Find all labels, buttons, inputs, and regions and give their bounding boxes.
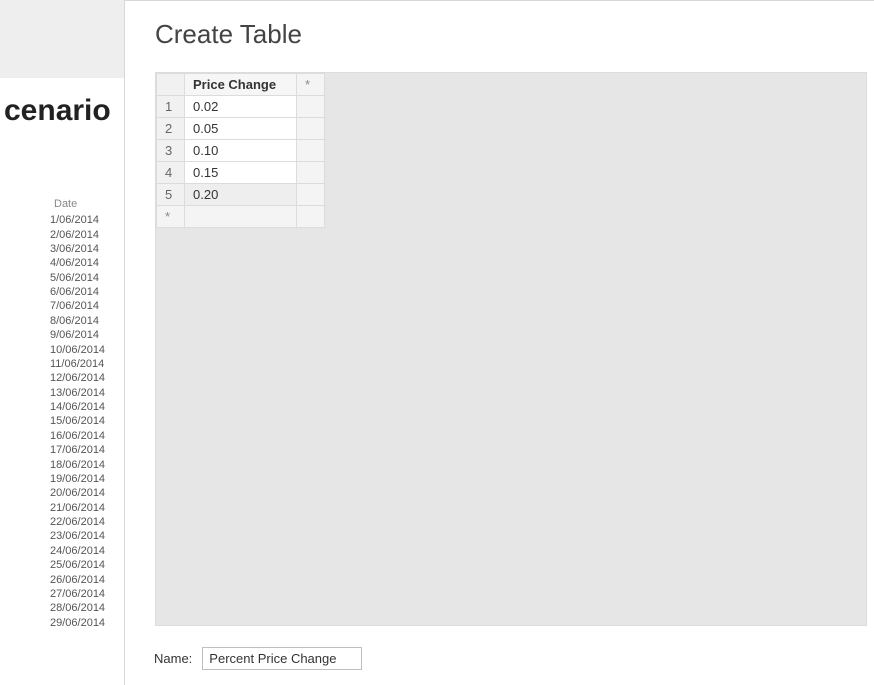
background-date-row: 27/06/2014 <box>32 587 130 601</box>
cell-blank[interactable] <box>297 184 325 206</box>
background-date-row: 15/06/2014 <box>32 414 130 428</box>
background-date-row: 22/06/2014 <box>32 515 130 529</box>
cell-blank[interactable] <box>297 96 325 118</box>
column-header-price-change[interactable]: Price Change <box>185 74 297 96</box>
cell-price-change[interactable]: 0.10 <box>185 140 297 162</box>
background-date-column: Date 1/06/20142/06/20143/06/20144/06/201… <box>0 198 130 630</box>
table-name-input[interactable] <box>202 647 362 670</box>
background-date-row: 19/06/2014 <box>32 472 130 486</box>
cell-price-change[interactable]: 0.20 <box>185 184 297 206</box>
name-label: Name: <box>154 651 192 666</box>
dialog-title: Create Table <box>125 1 874 58</box>
background-date-row: 11/06/2014 <box>32 357 130 371</box>
table-row[interactable]: 10.02 <box>157 96 325 118</box>
table-row[interactable]: 30.10 <box>157 140 325 162</box>
name-field-row: Name: <box>154 647 362 670</box>
row-number[interactable]: 3 <box>157 140 185 162</box>
table-new-row[interactable]: * <box>157 206 325 228</box>
background-date-row: 23/06/2014 <box>32 529 130 543</box>
background-date-row: 13/06/2014 <box>32 386 130 400</box>
row-number[interactable]: 5 <box>157 184 185 206</box>
row-number[interactable]: 4 <box>157 162 185 184</box>
background-date-row: 18/06/2014 <box>32 457 130 471</box>
background-date-row: 20/06/2014 <box>32 486 130 500</box>
column-header-new[interactable]: * <box>297 74 325 96</box>
background-date-row: 17/06/2014 <box>32 443 130 457</box>
background-date-row: 5/06/2014 <box>32 271 130 285</box>
background-date-row: 4/06/2014 <box>32 256 130 270</box>
background-app: cenario Date 1/06/20142/06/20143/06/2014… <box>0 0 130 685</box>
background-date-list: 1/06/20142/06/20143/06/20144/06/20145/06… <box>32 213 130 630</box>
background-date-row: 26/06/2014 <box>32 572 130 586</box>
background-date-row: 1/06/2014 <box>32 213 130 227</box>
background-date-row: 24/06/2014 <box>32 544 130 558</box>
background-date-row: 16/06/2014 <box>32 429 130 443</box>
create-table-grid[interactable]: Price Change * 10.0220.0530.1040.1550.20… <box>156 73 325 228</box>
background-date-row: 10/06/2014 <box>32 342 130 356</box>
background-heading: cenario <box>0 94 130 128</box>
background-date-header: Date <box>32 198 130 210</box>
background-date-row: 29/06/2014 <box>32 616 130 630</box>
background-date-row: 6/06/2014 <box>32 285 130 299</box>
background-date-row: 3/06/2014 <box>32 242 130 256</box>
cell-price-change[interactable]: 0.15 <box>185 162 297 184</box>
cell-blank[interactable] <box>297 140 325 162</box>
background-ribbon-area <box>0 0 130 78</box>
background-date-row: 2/06/2014 <box>32 227 130 241</box>
table-editor-region[interactable]: Price Change * 10.0220.0530.1040.1550.20… <box>155 72 867 626</box>
create-table-dialog: Create Table Price Change * 10.0220.0530… <box>124 0 874 685</box>
cell-new[interactable] <box>185 206 297 228</box>
background-main: cenario Date 1/06/20142/06/20143/06/2014… <box>0 78 130 630</box>
background-date-row: 9/06/2014 <box>32 328 130 342</box>
table-row[interactable]: 20.05 <box>157 118 325 140</box>
background-date-row: 8/06/2014 <box>32 314 130 328</box>
table-row[interactable]: 40.15 <box>157 162 325 184</box>
cell-price-change[interactable]: 0.05 <box>185 118 297 140</box>
row-header-blank <box>157 74 185 96</box>
new-row-marker[interactable]: * <box>157 206 185 228</box>
background-date-row: 25/06/2014 <box>32 558 130 572</box>
background-date-row: 14/06/2014 <box>32 400 130 414</box>
cell-blank[interactable] <box>297 206 325 228</box>
background-date-row: 28/06/2014 <box>32 601 130 615</box>
background-date-row: 12/06/2014 <box>32 371 130 385</box>
cell-blank[interactable] <box>297 118 325 140</box>
cell-blank[interactable] <box>297 162 325 184</box>
background-date-row: 7/06/2014 <box>32 299 130 313</box>
background-date-row: 21/06/2014 <box>32 501 130 515</box>
row-number[interactable]: 1 <box>157 96 185 118</box>
cell-price-change[interactable]: 0.02 <box>185 96 297 118</box>
table-row[interactable]: 50.20 <box>157 184 325 206</box>
row-number[interactable]: 2 <box>157 118 185 140</box>
